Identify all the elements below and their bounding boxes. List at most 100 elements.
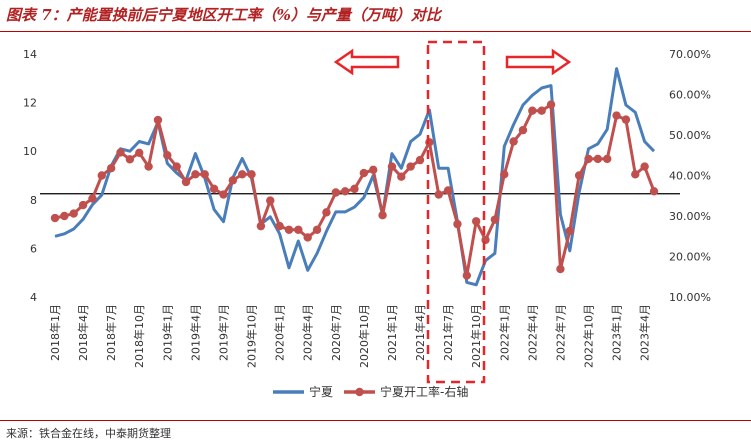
rate-point (135, 148, 144, 158)
rate-point (97, 171, 106, 180)
rate-point (88, 194, 97, 203)
rate-point (209, 184, 219, 194)
rate-point (350, 184, 359, 194)
rate-point (556, 264, 565, 274)
x-axis: 2018年1月 2018年4月 2018年7月 2018年10月 2019年1月 2019… (48, 304, 652, 368)
rate-point (322, 208, 331, 217)
right-axis-tick-label: 40.00% (669, 170, 711, 183)
left-axis-tick-label: 14 (23, 48, 37, 61)
rate-point (565, 226, 574, 236)
legend-marker-rate (355, 387, 364, 397)
rate-point (219, 190, 228, 199)
rate-point (144, 162, 153, 171)
rate-point (116, 148, 125, 157)
source-divider (0, 420, 751, 421)
rate-point (471, 217, 481, 226)
right-axis-tick-label: 20.00% (669, 251, 711, 264)
x-axis-tick-label: 2019年4月 (188, 304, 202, 361)
x-axis-tick-label: 2022年7月 (553, 304, 567, 361)
legend: 宁夏 宁夏开工率-右轴 (273, 384, 468, 399)
rate-point (415, 155, 425, 165)
left-axis-ticks: 4 6 8 10 12 14 (23, 48, 37, 304)
rate-point (247, 170, 256, 179)
rate-point (284, 225, 294, 234)
series-layer (50, 67, 659, 287)
rate-point (303, 233, 312, 242)
right-axis-tick-label: 60.00% (669, 89, 711, 102)
x-axis-tick-label: 2018年1月 (48, 304, 62, 361)
rate-point (172, 162, 181, 171)
x-axis-tick-label: 2018年7月 (104, 304, 118, 361)
rate-point (612, 111, 621, 120)
x-axis-tick-label: 2019年1月 (160, 304, 174, 361)
rate-point (378, 210, 387, 220)
left-axis-tick-label: 4 (30, 291, 37, 304)
rate-point (518, 125, 528, 135)
rate-point (406, 162, 415, 171)
rate-point (228, 176, 238, 185)
rate-point (603, 154, 612, 164)
rate-point (584, 154, 593, 164)
rate-point (546, 100, 556, 109)
rate-point (528, 106, 537, 115)
rate-point (50, 213, 60, 223)
rate-point (631, 170, 640, 179)
rate-point (481, 235, 490, 245)
rate-point (237, 170, 247, 179)
title-divider (0, 31, 751, 32)
right-axis-tick-label: 10.00% (669, 291, 711, 304)
x-axis-tick-label: 2022年10月 (581, 304, 595, 368)
rate-point (621, 115, 631, 124)
rate-point (397, 172, 406, 181)
rate-point (500, 170, 509, 179)
rate-point (153, 115, 163, 125)
rate-point (200, 170, 209, 179)
rate-point (387, 162, 397, 171)
right-arrow-icon (505, 48, 572, 76)
x-axis-tick-label: 2018年4月 (76, 304, 90, 361)
highlight-box (426, 40, 486, 384)
rate-point (331, 188, 340, 197)
left-axis-tick-label: 8 (30, 194, 37, 207)
rate-point (312, 225, 322, 234)
x-axis-tick-label: 2021年4月 (413, 304, 427, 361)
rate-point (443, 186, 453, 195)
x-axis-tick-label: 2022年4月 (525, 304, 539, 361)
rate-point (537, 106, 546, 115)
x-axis-tick-label: 2018年10月 (132, 304, 146, 368)
left-axis-tick-label: 6 (30, 242, 37, 255)
x-axis-tick-label: 2021年1月 (385, 304, 399, 361)
rate-point (425, 138, 434, 147)
rate-point (60, 211, 69, 221)
x-axis-tick-label: 2022年1月 (497, 304, 511, 361)
rate-point (640, 162, 649, 171)
x-axis-tick-label: 2020年1月 (273, 304, 287, 361)
left-axis-tick-label: 10 (23, 145, 37, 158)
source-note: 来源：铁合金在线，中泰期货整理 (6, 427, 171, 440)
rate-point (163, 151, 172, 160)
chart-title: 图表 7：产能置换前后宁夏地区开工率（%）与产量（万吨）对比 (6, 6, 441, 24)
x-axis-tick-label: 2020年4月 (301, 304, 315, 361)
rate-point (434, 190, 443, 199)
rate-point (462, 271, 472, 280)
annotations (333, 40, 572, 384)
x-axis-tick-label: 2021年7月 (441, 304, 455, 361)
rate-point (453, 219, 462, 229)
rate-point (509, 137, 518, 146)
right-axis-tick-label: 50.00% (669, 129, 711, 142)
right-axis-ticks: 10.00% 20.00% 30.00% 40.00% 50.00% 60.00% 70.0… (669, 48, 711, 304)
rate-point (181, 177, 191, 187)
right-axis-tick-label: 30.00% (669, 210, 711, 223)
rate-point (275, 221, 284, 231)
left-axis-tick-label: 12 (23, 97, 37, 110)
x-axis-tick-label: 2023年1月 (610, 304, 624, 361)
rate-point (369, 165, 378, 175)
rate-point (256, 221, 266, 231)
rate-point (294, 225, 303, 234)
rate-point (125, 155, 135, 164)
x-axis-tick-label: 2021年10月 (469, 304, 483, 368)
rate-point (266, 196, 275, 205)
left-arrow-icon (333, 48, 400, 76)
rate-point (359, 168, 369, 178)
x-axis-tick-label: 2019年10月 (245, 304, 259, 368)
